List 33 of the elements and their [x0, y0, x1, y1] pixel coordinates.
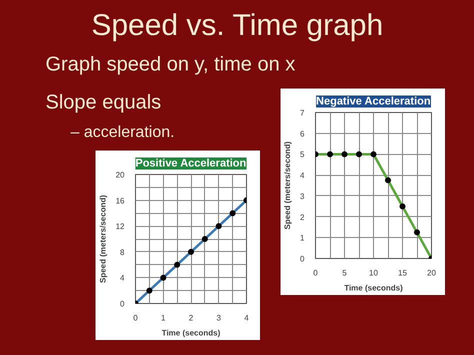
y-axis-title: Speed (meters/second) [98, 194, 108, 284]
y-tick-label: 0 [300, 254, 306, 264]
text: Graph speed on y, time on x [46, 54, 296, 76]
y-tick-label: 8 [120, 248, 126, 257]
y-tick-label: 1 [300, 234, 306, 243]
y-tick-label: 12 [116, 222, 126, 232]
x-tick-label: 3 [216, 314, 222, 322]
x-tick-label: 20 [427, 268, 436, 278]
text: Slope equals [46, 92, 162, 114]
y-tick-label: 5 [300, 150, 306, 160]
y-tick-label: 20 [116, 170, 126, 180]
y-tick-label: 6 [300, 129, 306, 138]
y-tick-label: 2 [300, 212, 306, 222]
chart-title: Positive Acceleration [135, 158, 247, 170]
x-axis-title: Time (seconds) [162, 328, 221, 338]
x-tick-label: 0 [313, 268, 318, 278]
x-tick-label: 2 [188, 314, 194, 322]
y-tick-label: 0 [120, 300, 126, 308]
text: – acceleration. [70, 124, 175, 141]
text: Speed vs. Time graph [91, 9, 384, 42]
x-tick-label: 4 [244, 314, 250, 322]
y-axis-title: Speed (meters/second) [283, 141, 292, 230]
x-tick-label: 10 [369, 268, 378, 278]
chart-title: Negative Acceleration [316, 96, 431, 108]
x-axis-title: Time (seconds) [344, 284, 404, 292]
y-tick-label: 4 [300, 171, 306, 180]
x-tick-label: 15 [398, 268, 408, 278]
x-tick-label: 5 [342, 268, 348, 278]
y-tick-label: 3 [300, 192, 306, 201]
y-tick-label: 16 [116, 196, 126, 206]
x-tick-label: 0 [133, 314, 138, 322]
y-tick-label: 7 [300, 108, 306, 118]
x-tick-label: 1 [161, 314, 166, 322]
